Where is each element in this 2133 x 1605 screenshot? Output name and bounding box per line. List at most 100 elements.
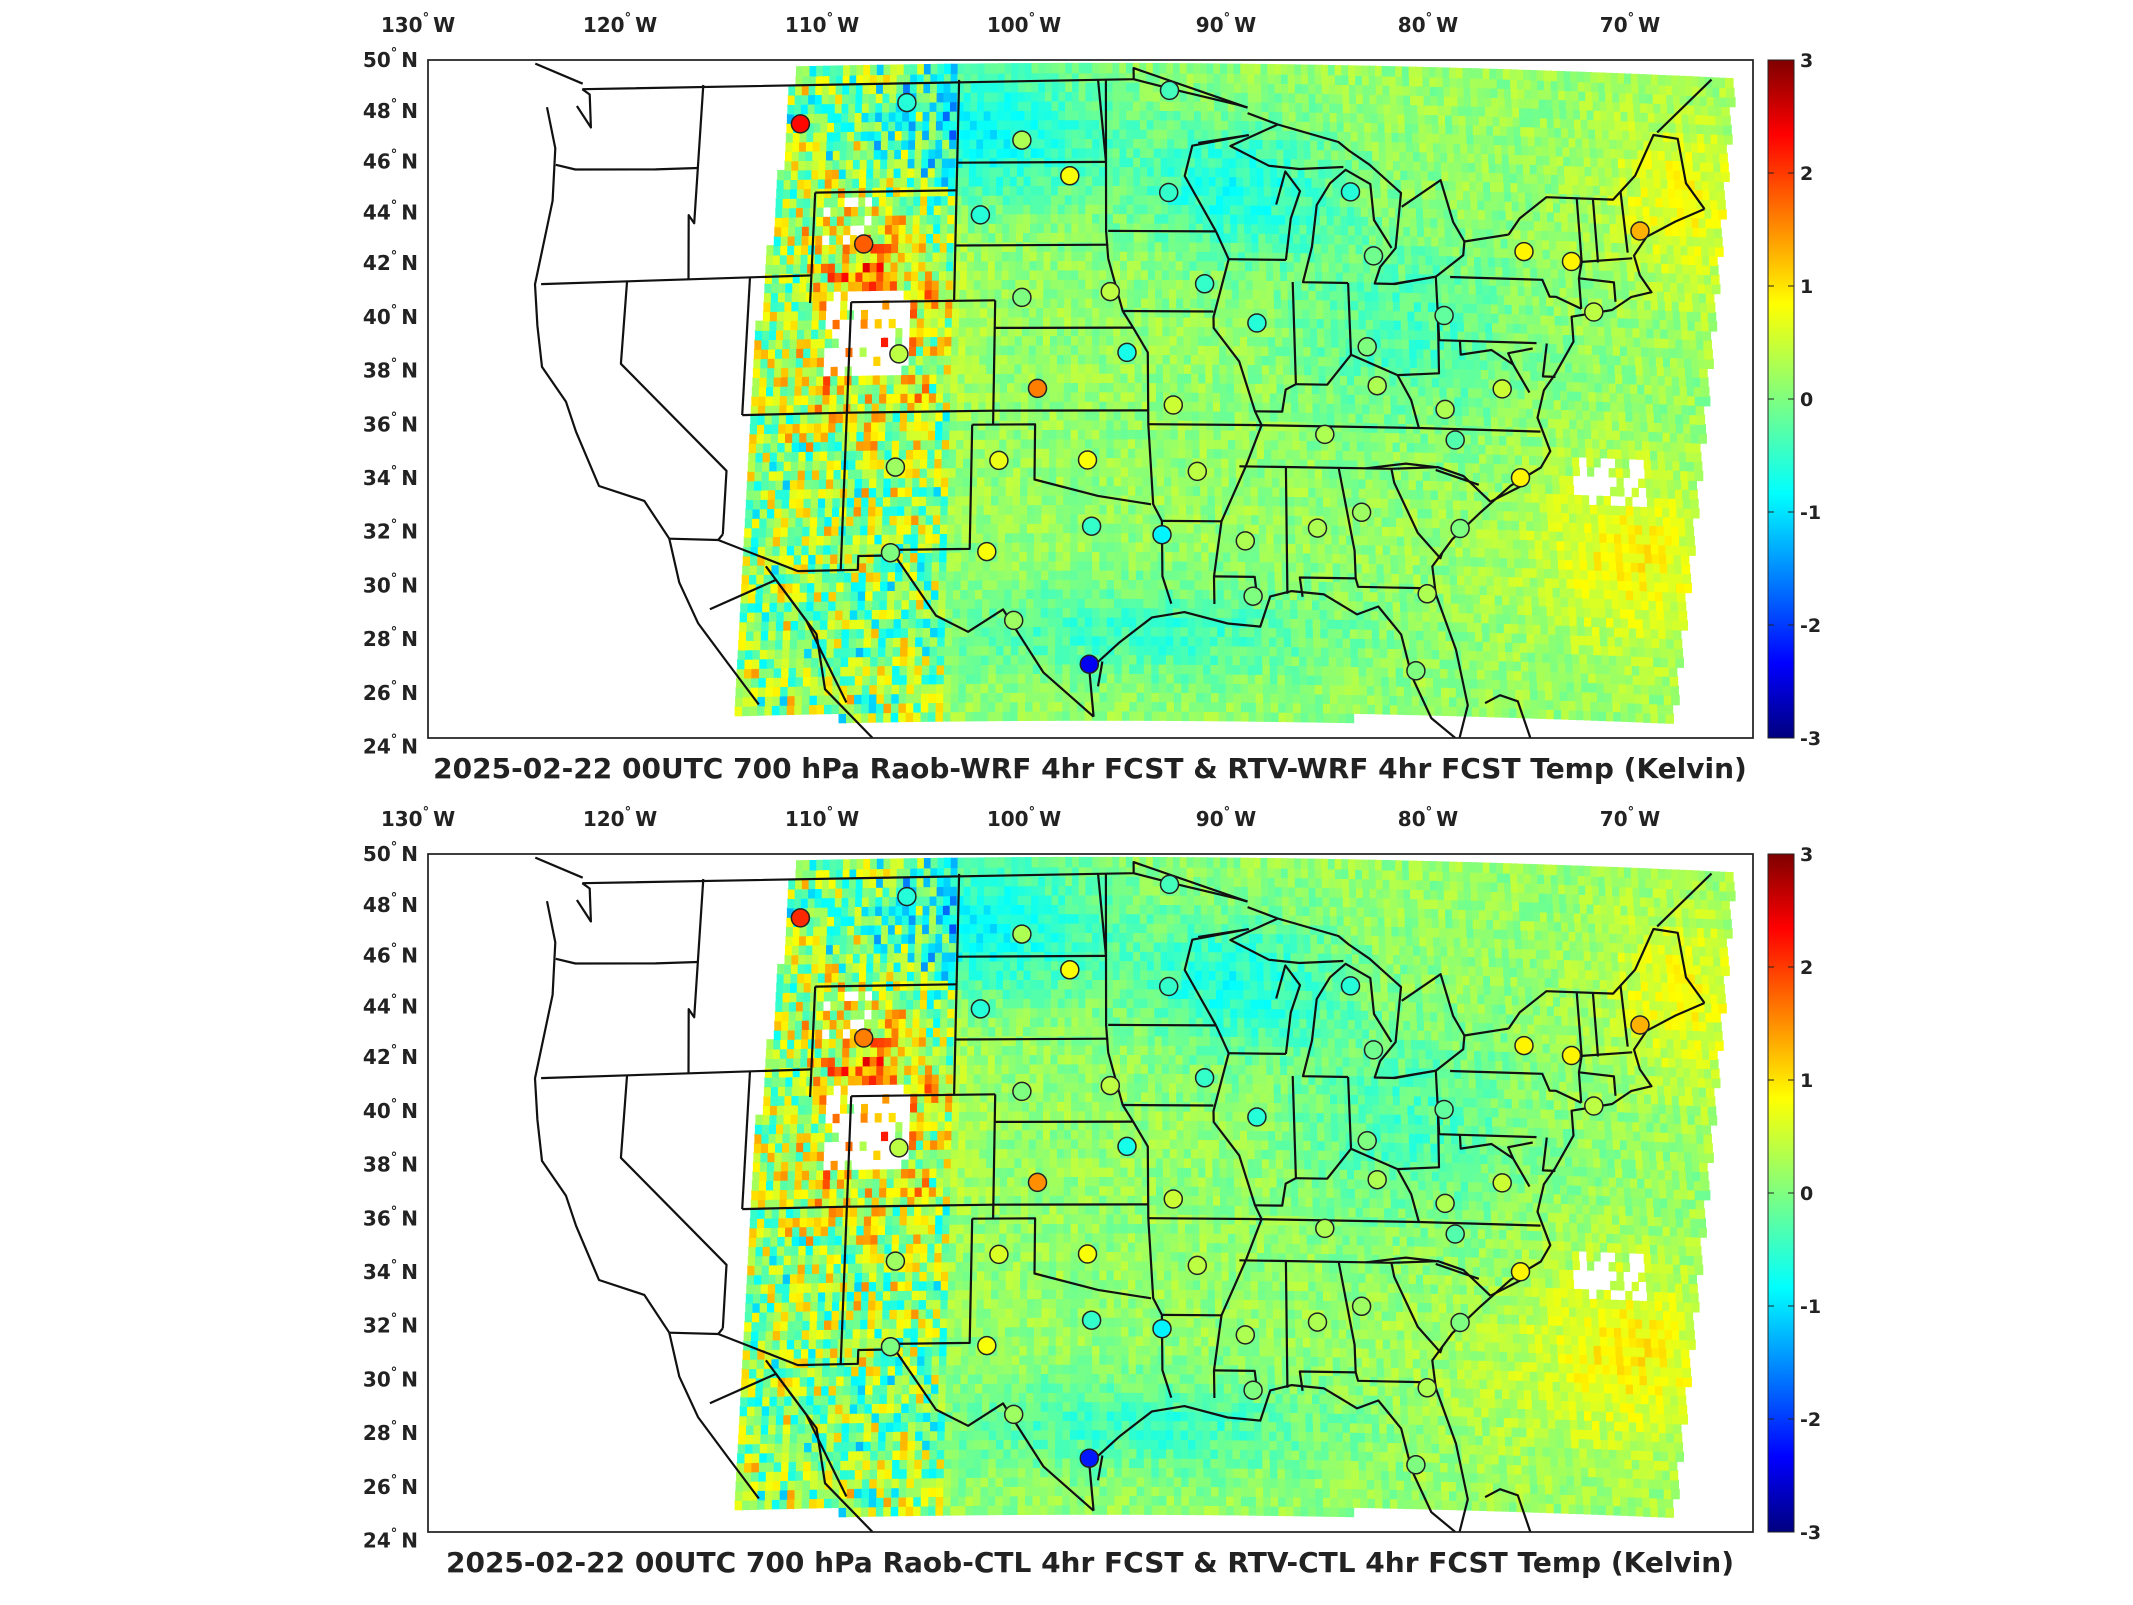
raob-station-marker <box>1080 655 1098 673</box>
raob-station-marker <box>1446 431 1464 449</box>
boundary-line <box>1123 311 1214 312</box>
lon-tick-label: 90°W <box>1196 805 1256 831</box>
lat-tick-label: 40°N <box>363 1097 418 1123</box>
raob-station-marker <box>898 94 916 112</box>
boundary-line <box>810 1069 811 1097</box>
lon-tick-label: 100°W <box>987 11 1061 37</box>
raob-station-marker <box>1585 303 1603 321</box>
colorbar-tick-label: 3 <box>1800 50 1813 72</box>
raob-station-marker <box>1160 978 1178 996</box>
colorbar-tick-label: -2 <box>1800 1409 1821 1431</box>
colorbar-tick-label: -3 <box>1800 728 1821 750</box>
raob-station-marker <box>1451 1314 1469 1332</box>
raob-station-marker <box>791 115 809 133</box>
raob-station-marker <box>1342 183 1360 201</box>
lon-tick-label: 110°W <box>785 11 859 37</box>
colorbar-tick-label: -3 <box>1800 1522 1821 1544</box>
colorbar-tick-label: 1 <box>1800 276 1813 298</box>
lat-tick-label: 34°N <box>363 464 418 490</box>
raob-station-marker <box>1309 1313 1327 1331</box>
boundary-line <box>1148 1218 1251 1219</box>
boundary-line <box>1148 424 1251 425</box>
lat-tick-label: 42°N <box>363 249 418 275</box>
colorbar-tick-label: -1 <box>1800 1296 1821 1318</box>
latitude-tick-labels: 50°N48°N46°N44°N42°N40°N38°N36°N34°N32°N… <box>363 46 418 759</box>
boundary-line <box>810 275 811 303</box>
lat-tick-label: 44°N <box>363 992 418 1018</box>
raob-station-marker <box>1631 222 1649 240</box>
lon-tick-label: 80°W <box>1398 11 1458 37</box>
boundary-line <box>1229 1053 1286 1054</box>
boundary-line <box>957 956 1106 957</box>
raob-station-marker <box>1153 1320 1171 1338</box>
raob-station-marker <box>898 888 916 906</box>
raob-station-marker <box>890 1139 908 1157</box>
raob-station-marker <box>1342 977 1360 995</box>
raob-station-marker <box>882 1338 900 1356</box>
raob-station-marker <box>1358 1132 1376 1150</box>
colorbar-tick-label: -2 <box>1800 615 1821 637</box>
raob-station-marker <box>1080 1449 1098 1467</box>
raob-station-marker <box>1244 1381 1262 1399</box>
raob-station-marker <box>1512 469 1530 487</box>
lat-tick-label: 38°N <box>363 357 418 383</box>
raob-station-marker <box>1418 1379 1436 1397</box>
raob-station-marker <box>1407 662 1425 680</box>
raob-station-marker <box>971 206 989 224</box>
raob-station-marker <box>855 1029 873 1047</box>
raob-station-marker <box>1493 1174 1511 1192</box>
raob-station-marker <box>1196 1069 1214 1087</box>
lon-tick-label: 100°W <box>987 805 1061 831</box>
lat-tick-label: 24°N <box>363 1527 418 1553</box>
raob-station-marker <box>978 1337 996 1355</box>
raob-station-marker <box>1368 1171 1386 1189</box>
latitude-tick-labels: 50°N48°N46°N44°N42°N40°N38°N36°N34°N32°N… <box>363 840 418 1553</box>
lat-tick-label: 36°N <box>363 1204 418 1230</box>
raob-station-marker <box>1083 1311 1101 1329</box>
raob-station-marker <box>1005 611 1023 629</box>
raob-station-marker <box>1236 1326 1254 1344</box>
raob-station-marker <box>1013 925 1031 943</box>
raob-station-marker <box>990 1245 1008 1263</box>
lat-tick-label: 48°N <box>363 891 418 917</box>
raob-station-marker <box>1451 520 1469 538</box>
raob-station-marker <box>1161 875 1179 893</box>
raob-station-marker <box>1188 462 1206 480</box>
raob-station-marker <box>890 345 908 363</box>
raob-station-marker <box>1353 1297 1371 1315</box>
lat-tick-label: 26°N <box>363 679 418 705</box>
lat-tick-label: 50°N <box>363 840 418 866</box>
lon-tick-label: 90°W <box>1196 11 1256 37</box>
colorbar-tick-label: -1 <box>1800 502 1821 524</box>
raob-station-marker <box>1061 167 1079 185</box>
boundary-line <box>955 1039 1108 1040</box>
raob-station-marker <box>1161 81 1179 99</box>
raob-station-marker <box>1316 1219 1334 1237</box>
raob-station-marker <box>1248 314 1266 332</box>
raob-station-marker <box>1083 517 1101 535</box>
raob-station-marker <box>1248 1108 1266 1126</box>
raob-station-marker <box>1309 519 1327 537</box>
raob-station-marker <box>1101 1077 1119 1095</box>
raob-station-marker <box>1493 380 1511 398</box>
raob-station-marker <box>1316 425 1334 443</box>
raob-station-marker <box>971 1000 989 1018</box>
lon-tick-label: 70°W <box>1600 11 1660 37</box>
boundary-line <box>1286 1261 1288 1388</box>
lat-tick-label: 48°N <box>363 97 418 123</box>
raob-station-marker <box>1365 1041 1383 1059</box>
lon-tick-label: 110°W <box>785 805 859 831</box>
raob-station-marker <box>1631 1016 1649 1034</box>
boundary-line <box>1108 231 1216 232</box>
lat-tick-label: 34°N <box>363 1258 418 1284</box>
raob-station-marker <box>1079 451 1097 469</box>
raob-station-marker <box>1407 1456 1425 1474</box>
raob-station-marker <box>1118 1137 1136 1155</box>
raob-station-marker <box>791 909 809 927</box>
raob-station-marker <box>1013 131 1031 149</box>
raob-station-marker <box>886 1252 904 1270</box>
raob-station-marker <box>1101 283 1119 301</box>
lat-tick-label: 28°N <box>363 625 418 651</box>
